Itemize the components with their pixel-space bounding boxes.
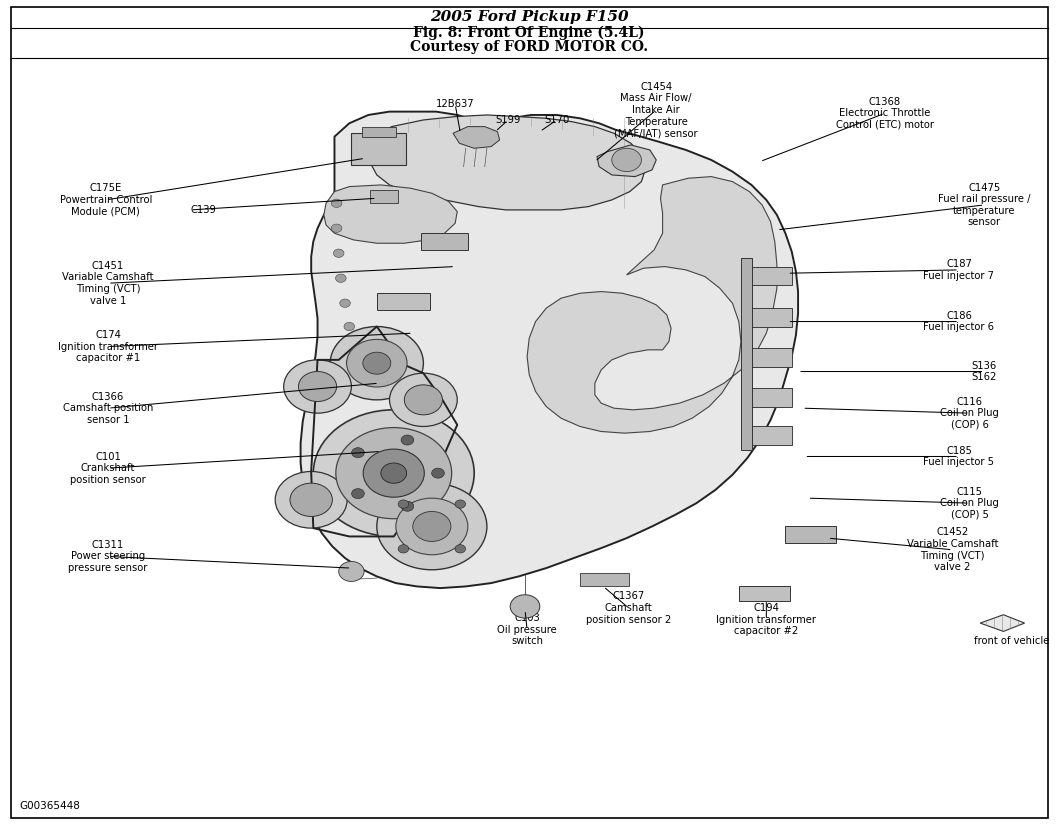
Bar bbox=[752, 388, 792, 407]
Polygon shape bbox=[301, 112, 798, 588]
Bar bbox=[376, 293, 429, 310]
Bar bbox=[752, 348, 792, 367]
Text: 2005 Ford Pickup F150: 2005 Ford Pickup F150 bbox=[430, 11, 629, 24]
Circle shape bbox=[352, 447, 365, 457]
Text: S136
S162: S136 S162 bbox=[972, 361, 997, 382]
Polygon shape bbox=[527, 177, 777, 433]
Circle shape bbox=[314, 410, 474, 536]
Circle shape bbox=[332, 224, 342, 232]
Circle shape bbox=[339, 561, 364, 581]
Circle shape bbox=[455, 545, 465, 553]
Text: C101
Crankshaft
position sensor: C101 Crankshaft position sensor bbox=[70, 451, 146, 485]
Circle shape bbox=[381, 463, 407, 483]
Text: C1366
Camshaft position
sensor 1: C1366 Camshaft position sensor 1 bbox=[63, 392, 153, 425]
Bar bbox=[752, 426, 792, 445]
Circle shape bbox=[455, 500, 465, 508]
Text: C103
Oil pressure
switch: C103 Oil pressure switch bbox=[497, 613, 556, 646]
Bar bbox=[752, 267, 792, 285]
Circle shape bbox=[612, 148, 641, 172]
Polygon shape bbox=[453, 127, 499, 148]
Circle shape bbox=[389, 373, 457, 426]
Text: C1311
Power steering
pressure sensor: C1311 Power steering pressure sensor bbox=[68, 540, 147, 573]
Circle shape bbox=[336, 427, 452, 519]
Bar bbox=[356, 353, 398, 368]
Circle shape bbox=[399, 500, 409, 508]
Text: C1451
Variable Camshaft
Timing (VCT)
valve 1: C1451 Variable Camshaft Timing (VCT) val… bbox=[63, 261, 154, 306]
Text: S170: S170 bbox=[544, 115, 569, 125]
Circle shape bbox=[344, 322, 355, 331]
Polygon shape bbox=[324, 185, 457, 243]
Circle shape bbox=[363, 352, 391, 374]
Text: C187
Fuel injector 7: C187 Fuel injector 7 bbox=[923, 259, 994, 281]
Text: C1367
Camshaft
position sensor 2: C1367 Camshaft position sensor 2 bbox=[586, 591, 671, 625]
Bar bbox=[739, 586, 790, 601]
Text: S199: S199 bbox=[495, 115, 520, 125]
FancyBboxPatch shape bbox=[352, 133, 406, 165]
Text: C1452
Variable Camshaft
Timing (VCT)
valve 2: C1452 Variable Camshaft Timing (VCT) val… bbox=[907, 527, 999, 572]
Text: C116
Coil on Plug
(COP) 6: C116 Coil on Plug (COP) 6 bbox=[940, 397, 999, 430]
Circle shape bbox=[299, 372, 337, 402]
Circle shape bbox=[276, 471, 348, 528]
Text: C194
Ignition transformer
capacitor #2: C194 Ignition transformer capacitor #2 bbox=[717, 603, 816, 636]
Text: C174
Ignition transformer
capacitor #1: C174 Ignition transformer capacitor #1 bbox=[58, 330, 158, 363]
Circle shape bbox=[336, 274, 347, 282]
Circle shape bbox=[284, 360, 352, 413]
Text: C1454
Mass Air Flow/
Intake Air
Temperature
(MAF/IAT) sensor: C1454 Mass Air Flow/ Intake Air Temperat… bbox=[615, 82, 699, 138]
Circle shape bbox=[404, 385, 442, 415]
Circle shape bbox=[395, 498, 467, 555]
Circle shape bbox=[352, 489, 365, 499]
Circle shape bbox=[510, 595, 540, 618]
Text: G00365448: G00365448 bbox=[19, 801, 80, 811]
Text: Courtesy of FORD MOTOR CO.: Courtesy of FORD MOTOR CO. bbox=[410, 40, 649, 53]
Bar bbox=[580, 573, 629, 586]
Circle shape bbox=[399, 545, 409, 553]
Circle shape bbox=[290, 483, 333, 516]
Text: C185
Fuel injector 5: C185 Fuel injector 5 bbox=[923, 446, 994, 467]
Polygon shape bbox=[980, 615, 1025, 631]
Circle shape bbox=[347, 339, 407, 387]
Text: C1475
Fuel rail pressure /
temperature
sensor: C1475 Fuel rail pressure / temperature s… bbox=[938, 182, 1030, 227]
Circle shape bbox=[401, 435, 413, 445]
Circle shape bbox=[340, 299, 351, 307]
Circle shape bbox=[376, 483, 487, 570]
Circle shape bbox=[431, 468, 444, 478]
Circle shape bbox=[412, 511, 450, 541]
Text: 12B637: 12B637 bbox=[436, 99, 475, 109]
Text: Fig. 8: Front Of Engine (5.4L): Fig. 8: Front Of Engine (5.4L) bbox=[413, 25, 644, 40]
Polygon shape bbox=[597, 145, 656, 177]
Bar bbox=[370, 190, 398, 203]
Circle shape bbox=[332, 199, 342, 207]
Bar bbox=[785, 526, 836, 543]
Polygon shape bbox=[370, 115, 646, 210]
Bar bbox=[363, 127, 395, 137]
Text: C1368
Electronic Throttle
Control (ETC) motor: C1368 Electronic Throttle Control (ETC) … bbox=[836, 97, 934, 130]
Circle shape bbox=[364, 449, 424, 497]
Circle shape bbox=[331, 327, 423, 400]
Circle shape bbox=[334, 249, 344, 257]
Text: C115
Coil on Plug
(COP) 5: C115 Coil on Plug (COP) 5 bbox=[940, 486, 999, 520]
Bar bbox=[741, 258, 752, 450]
Bar bbox=[421, 233, 467, 250]
Circle shape bbox=[401, 501, 413, 511]
Text: front of vehicle: front of vehicle bbox=[974, 636, 1049, 646]
Text: C186
Fuel injector 6: C186 Fuel injector 6 bbox=[923, 311, 994, 332]
Text: C175E
Powertrain Control
Module (PCM): C175E Powertrain Control Module (PCM) bbox=[59, 183, 152, 217]
Text: C139: C139 bbox=[191, 205, 216, 215]
Bar bbox=[752, 308, 792, 327]
